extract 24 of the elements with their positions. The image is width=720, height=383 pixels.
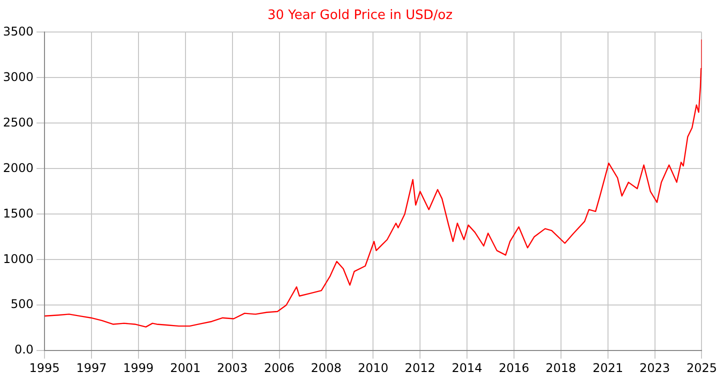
x-tick-label: 2008: [310, 360, 342, 375]
y-tick-label: 2000: [2, 160, 34, 175]
x-tick-label: 2003: [217, 360, 248, 375]
chart-title: 30 Year Gold Price in USD/oz: [266, 7, 454, 23]
y-tick-label: 500: [10, 297, 34, 312]
y-tick-label: 1000: [2, 252, 34, 266]
y-tick-label: 3500: [2, 24, 34, 38]
x-tick-label: 2021: [592, 360, 624, 375]
x-tick-label: 2018: [546, 360, 576, 375]
x-tick-label: 2012: [404, 360, 436, 375]
y-tick-label: 1500: [2, 206, 34, 220]
x-tick-label: 2016: [498, 360, 530, 375]
x-tick-label: 2014: [452, 360, 482, 375]
x-tick-label: 2006: [264, 360, 295, 375]
x-tick-label: 2023: [640, 360, 670, 375]
x-tick-label: 1995: [29, 360, 60, 375]
y-tick-label: 0.0: [14, 342, 34, 357]
x-tick-label: 1997: [76, 360, 107, 375]
y-tick-label: 3000: [2, 70, 34, 84]
x-tick-label: 2025: [686, 360, 718, 375]
y-tick-label: 2500: [2, 115, 34, 130]
x-tick-label: 1999: [123, 360, 154, 375]
x-tick-label: 2001: [170, 360, 201, 375]
x-tick-label: 2010: [358, 360, 388, 375]
